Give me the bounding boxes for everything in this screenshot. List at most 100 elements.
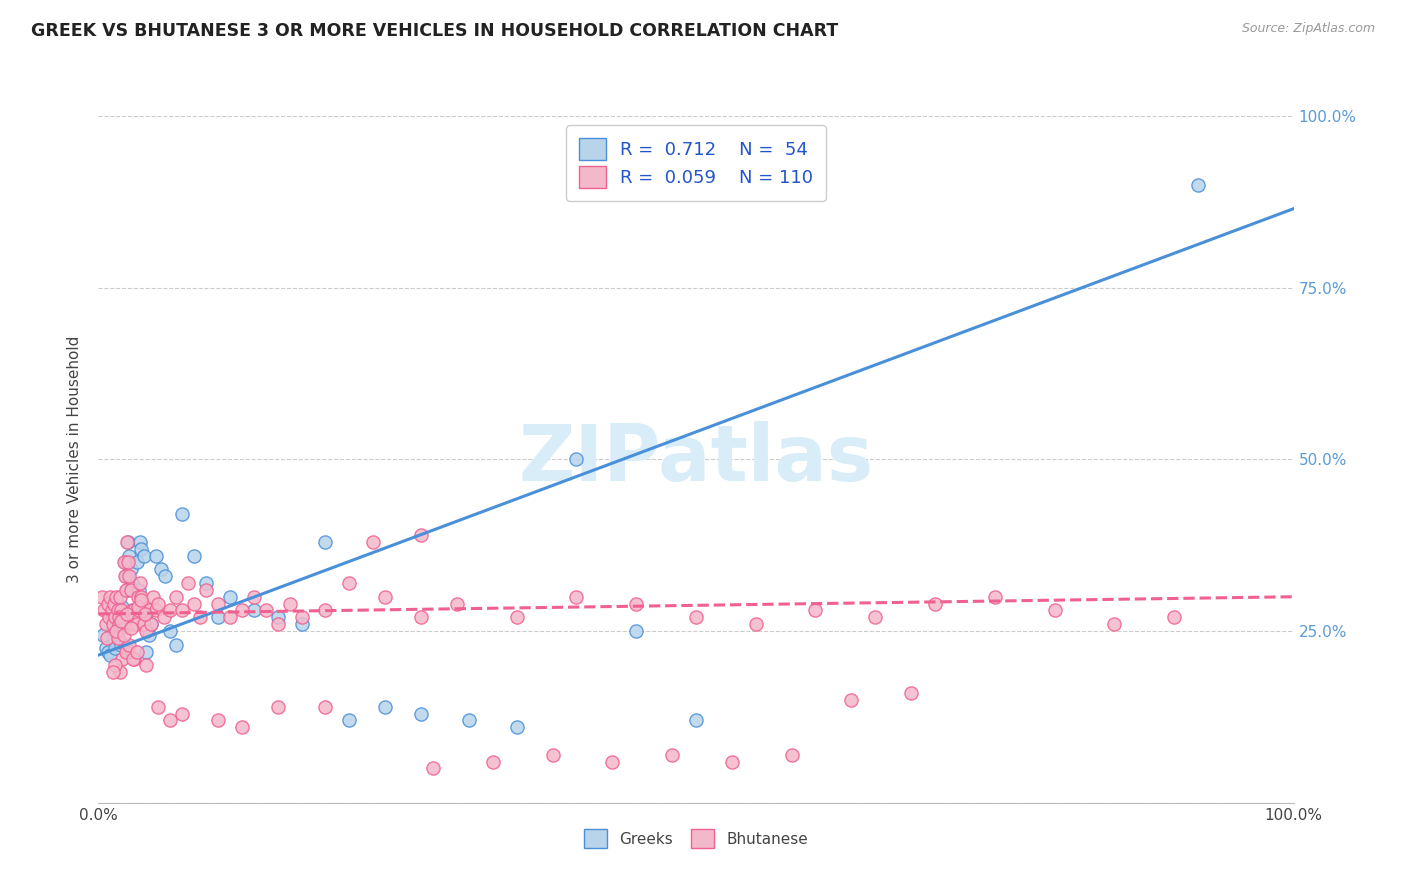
Point [207, 714, 229, 728]
Point [117, 534, 139, 549]
Point [98, 590, 122, 604]
Point [481, 755, 505, 769]
Point [153, 610, 176, 624]
Point [131, 593, 153, 607]
Point [267, 617, 290, 632]
Point [124, 651, 146, 665]
Point [107, 624, 129, 639]
Point [135, 624, 157, 639]
Point [315, 699, 337, 714]
Point [745, 617, 768, 632]
Point [254, 603, 277, 617]
Point [155, 569, 177, 583]
Point [159, 624, 181, 639]
Point [118, 569, 141, 583]
Point [110, 614, 132, 628]
Point [780, 747, 803, 762]
Point [114, 638, 136, 652]
Point [924, 597, 946, 611]
Point [107, 610, 129, 624]
Point [104, 641, 127, 656]
Point [138, 627, 160, 641]
Point [131, 603, 153, 617]
Point [115, 607, 138, 621]
Point [183, 549, 205, 563]
Point [139, 617, 162, 632]
Point [125, 645, 148, 659]
Point [100, 603, 122, 617]
Point [661, 747, 683, 762]
Point [122, 651, 145, 665]
Point [114, 569, 136, 583]
Point [685, 714, 707, 728]
Point [267, 610, 290, 624]
Point [94, 617, 117, 632]
Point [128, 603, 150, 617]
Point [107, 610, 129, 624]
Point [94, 641, 117, 656]
Point [1043, 603, 1066, 617]
Text: GREEK VS BHUTANESE 3 OR MORE VEHICLES IN HOUSEHOLD CORRELATION CHART: GREEK VS BHUTANESE 3 OR MORE VEHICLES IN… [31, 22, 838, 40]
Point [101, 617, 124, 632]
Point [207, 597, 229, 611]
Point [112, 627, 135, 641]
Point [108, 590, 131, 604]
Point [363, 534, 385, 549]
Point [1187, 178, 1209, 192]
Point [132, 617, 155, 632]
Point [121, 603, 143, 617]
Point [97, 597, 120, 611]
Point [115, 582, 138, 597]
Point [148, 597, 170, 611]
Point [565, 452, 588, 467]
Point [115, 582, 138, 597]
Point [422, 762, 444, 776]
Point [506, 610, 529, 624]
Point [267, 699, 290, 714]
Point [110, 603, 132, 617]
Point [112, 555, 135, 570]
Point [91, 627, 114, 641]
Point [626, 624, 648, 639]
Point [98, 610, 121, 624]
Point [721, 755, 744, 769]
Point [120, 562, 142, 576]
Y-axis label: 3 or more Vehicles in Household: 3 or more Vehicles in Household [66, 335, 82, 583]
Point [93, 603, 115, 617]
Text: ZIPatlas: ZIPatlas [519, 421, 873, 498]
Point [685, 610, 707, 624]
Point [124, 610, 146, 624]
Point [122, 617, 145, 632]
Point [91, 590, 114, 604]
Point [127, 590, 149, 604]
Point [128, 582, 150, 597]
Point [131, 590, 153, 604]
Point [159, 714, 181, 728]
Point [374, 699, 396, 714]
Point [129, 576, 152, 591]
Point [118, 638, 141, 652]
Point [142, 590, 165, 604]
Point [97, 645, 120, 659]
Text: Source: ZipAtlas.com: Source: ZipAtlas.com [1241, 22, 1375, 36]
Point [98, 648, 122, 662]
Point [104, 658, 127, 673]
Point [231, 603, 253, 617]
Point [446, 597, 468, 611]
Point [195, 576, 218, 591]
Point [115, 645, 138, 659]
Point [121, 576, 143, 591]
Point [165, 638, 187, 652]
Point [602, 755, 624, 769]
Point [103, 631, 125, 645]
Point [188, 610, 211, 624]
Point [112, 610, 135, 624]
Point [411, 528, 433, 542]
Legend: Greeks, Bhutanese: Greeks, Bhutanese [575, 820, 817, 857]
Point [243, 603, 266, 617]
Point [111, 600, 134, 615]
Point [291, 617, 314, 632]
Point [339, 714, 361, 728]
Point [458, 714, 481, 728]
Point [115, 534, 138, 549]
